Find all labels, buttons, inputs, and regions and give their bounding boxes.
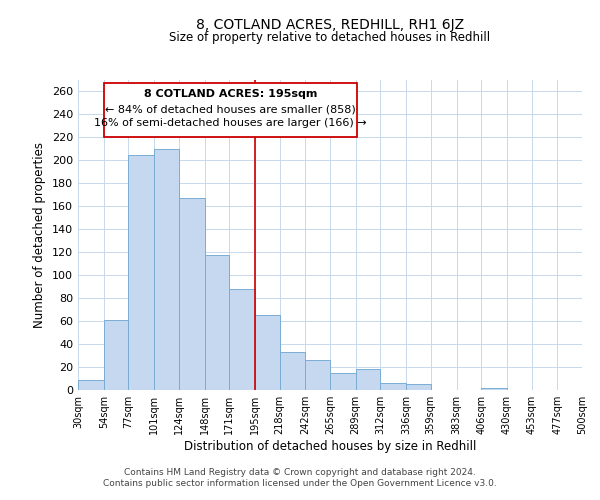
Bar	[229, 289, 255, 390]
Bar	[356, 370, 380, 390]
Bar	[78, 380, 104, 390]
X-axis label: Distribution of detached houses by size in Redhill: Distribution of detached houses by size …	[184, 440, 476, 453]
Bar	[406, 384, 431, 390]
Bar	[380, 383, 406, 390]
Bar	[330, 373, 356, 390]
Bar	[280, 352, 305, 390]
Text: 16% of semi-detached houses are larger (166) →: 16% of semi-detached houses are larger (…	[94, 118, 367, 128]
Text: 8 COTLAND ACRES: 195sqm: 8 COTLAND ACRES: 195sqm	[143, 89, 317, 99]
Text: ← 84% of detached houses are smaller (858): ← 84% of detached houses are smaller (85…	[105, 104, 356, 114]
Bar	[154, 149, 179, 390]
FancyBboxPatch shape	[104, 84, 357, 138]
Text: 8, COTLAND ACRES, REDHILL, RH1 6JZ: 8, COTLAND ACRES, REDHILL, RH1 6JZ	[196, 18, 464, 32]
Bar	[104, 320, 128, 390]
Bar	[179, 198, 205, 390]
Bar	[205, 254, 229, 390]
Y-axis label: Number of detached properties: Number of detached properties	[34, 142, 46, 328]
Bar	[481, 388, 507, 390]
Bar	[305, 360, 330, 390]
Text: Contains HM Land Registry data © Crown copyright and database right 2024.
Contai: Contains HM Land Registry data © Crown c…	[103, 468, 497, 487]
Text: Size of property relative to detached houses in Redhill: Size of property relative to detached ho…	[169, 31, 491, 44]
Bar	[128, 154, 154, 390]
Bar	[255, 316, 280, 390]
